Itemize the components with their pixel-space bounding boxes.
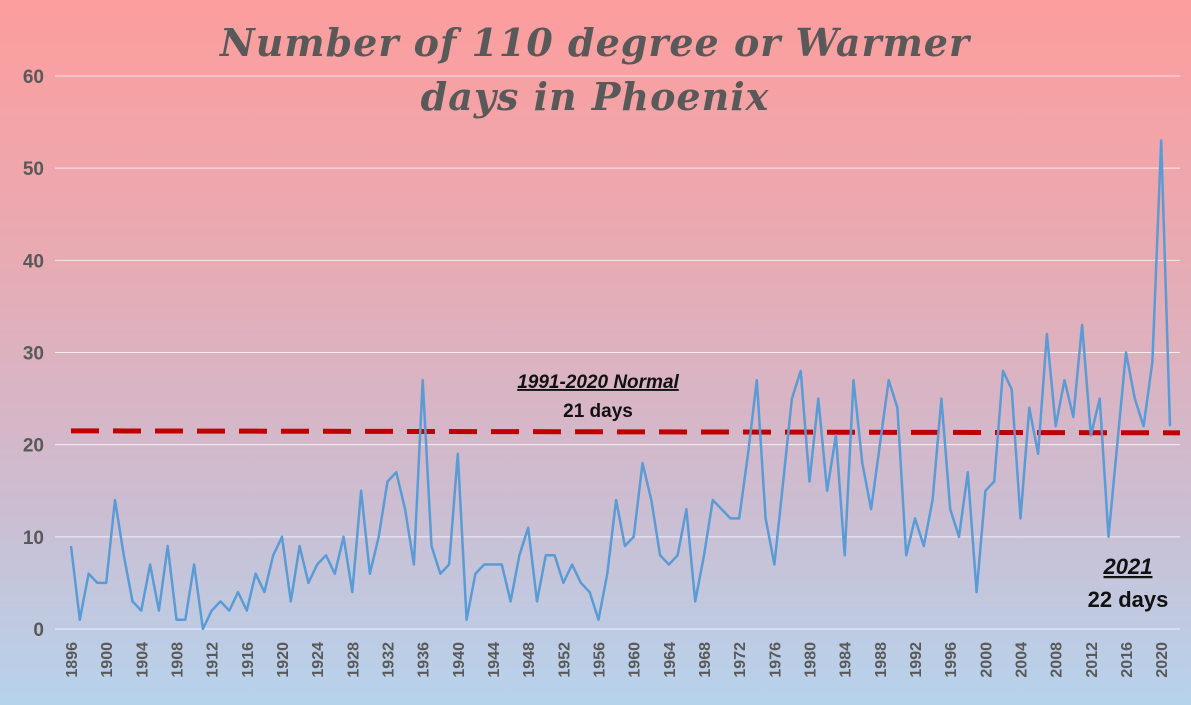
x-tick-label: 2000 [978, 642, 995, 678]
grid-lines [55, 75, 1180, 630]
chart-title-line1: Number of 110 degree or Warmer [219, 20, 972, 65]
series-line-hot-days [69, 139, 1172, 631]
normal-reference-line [70, 428, 1181, 436]
x-tick-label: 1932 [381, 642, 398, 678]
x-tick-label: 1972 [732, 642, 749, 678]
x-tick-label: 2016 [1119, 642, 1136, 678]
x-tick-label: 1916 [240, 642, 257, 678]
normal-annotation-title: 1991-2020 Normal [517, 372, 679, 393]
x-tick-label: 1908 [170, 642, 187, 678]
x-tick-label: 1976 [767, 642, 784, 678]
x-tick-label: 1904 [134, 642, 151, 678]
x-tick-label: 1980 [803, 642, 820, 678]
y-tick-label: 10 [23, 528, 44, 549]
x-tick-label: 1928 [345, 642, 362, 678]
x-tick-label: 1912 [205, 642, 222, 678]
x-tick-label: 1940 [451, 642, 468, 678]
y-tick-label: 30 [23, 344, 44, 365]
x-tick-label: 1984 [838, 642, 855, 678]
x-tick-label: 1968 [697, 642, 714, 678]
y-tick-label: 40 [23, 251, 44, 272]
year-annotation-title: 2021 [1103, 554, 1153, 579]
x-tick-label: 1944 [486, 642, 503, 678]
y-axis-ticks: 0 10 20 30 40 50 60 [23, 67, 44, 641]
x-tick-label: 1960 [627, 642, 644, 678]
x-tick-label: 1924 [310, 642, 327, 678]
y-tick-label: 50 [23, 159, 44, 180]
normal-annotation-value: 21 days [563, 401, 633, 422]
y-tick-label: 0 [33, 620, 44, 641]
x-tick-label: 2020 [1154, 642, 1171, 678]
x-tick-label: 1948 [521, 642, 538, 678]
x-tick-label: 1992 [908, 642, 925, 678]
x-axis-ticks: 1896 1900 1904 1908 1912 1916 1920 1924 1928 1932… [64, 642, 1171, 678]
x-tick-label: 1956 [592, 642, 609, 678]
x-tick-label: 1952 [556, 642, 573, 678]
y-tick-label: 20 [23, 436, 44, 457]
x-tick-label: 1936 [416, 642, 433, 678]
x-tick-label: 1964 [662, 642, 679, 678]
x-tick-label: 1988 [873, 642, 890, 678]
x-tick-label: 1920 [275, 642, 292, 678]
y-tick-label: 60 [23, 67, 44, 88]
x-tick-label: 1900 [99, 642, 116, 678]
chart-title-line2: days in Phoenix [421, 74, 770, 119]
x-tick-label: 1996 [943, 642, 960, 678]
x-tick-label: 2008 [1049, 642, 1066, 678]
year-annotation-value: 22 days [1088, 587, 1169, 612]
x-tick-label: 2004 [1014, 642, 1031, 678]
x-tick-label: 2012 [1084, 642, 1101, 678]
x-tick-label: 1896 [64, 642, 81, 678]
